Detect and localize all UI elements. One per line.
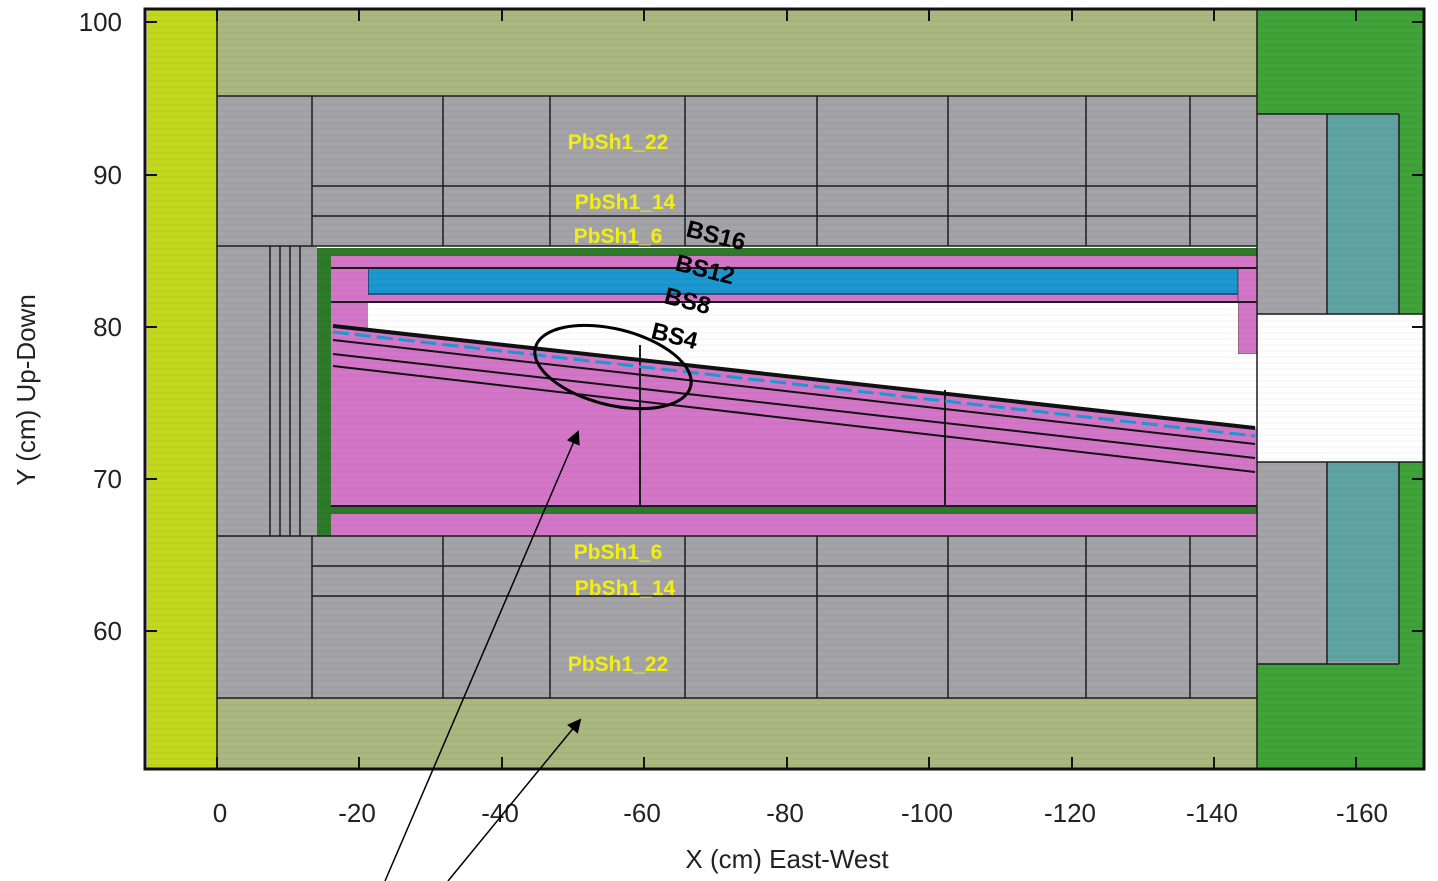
label-pbsh1-6-bottom: PbSh1_6 <box>574 541 663 564</box>
bs16-layer <box>332 324 1256 430</box>
x-tick-label: -60 <box>623 798 661 828</box>
bs4-layer <box>332 353 1256 459</box>
highlight-ellipse <box>533 323 693 411</box>
x-axis-label: X (cm) East-West <box>685 844 889 874</box>
bs-slanted-layers <box>332 324 1256 473</box>
label-pbsh1-22-top: PbSh1_22 <box>568 131 668 154</box>
y-tick-label: 100 <box>79 7 122 37</box>
block-lines <box>216 10 1423 768</box>
y-tick-label: 90 <box>93 160 122 190</box>
bs12-layer <box>332 330 1256 438</box>
y-axis-label: Y (cm) Up-Down <box>11 294 41 486</box>
x-tick-label: -20 <box>338 798 376 828</box>
x-tick-label: -80 <box>766 798 804 828</box>
plot-frame <box>143 7 1426 771</box>
label-pbsh1-14-bottom: PbSh1_14 <box>575 577 676 600</box>
hatch-overlay <box>147 10 1423 768</box>
axis-ticks <box>145 9 1424 769</box>
x-tick-label: -100 <box>901 798 953 828</box>
arrow-to-olive-band <box>447 718 582 881</box>
label-pbsh1-22-bottom: PbSh1_22 <box>568 653 668 676</box>
label-pbsh1-6-top: PbSh1_6 <box>574 225 663 248</box>
x-tick-label: -120 <box>1044 798 1096 828</box>
label-pbsh1-14-top: PbSh1_14 <box>575 191 676 214</box>
arrow-to-bs-layer <box>384 430 580 881</box>
y-tick-label: 60 <box>93 616 122 646</box>
x-tick-label: -140 <box>1186 798 1238 828</box>
x-tick-label: 0 <box>213 798 227 828</box>
plot-area <box>147 10 1423 768</box>
y-tick-labels: 100 90 80 70 60 <box>79 7 122 646</box>
lead-shield-labels: PbSh1_22 PbSh1_14 PbSh1_6 PbSh1_6 PbSh1_… <box>568 131 676 676</box>
y-tick-label: 70 <box>93 464 122 494</box>
annotation-arrows <box>384 430 582 881</box>
y-tick-label: 80 <box>93 312 122 342</box>
bs8-layer <box>332 339 1256 445</box>
bs0-layer <box>332 365 1256 473</box>
x-tick-labels: 0 -20 -40 -60 -80 -100 -120 -140 -160 <box>213 798 1388 828</box>
x-tick-label: -160 <box>1336 798 1388 828</box>
